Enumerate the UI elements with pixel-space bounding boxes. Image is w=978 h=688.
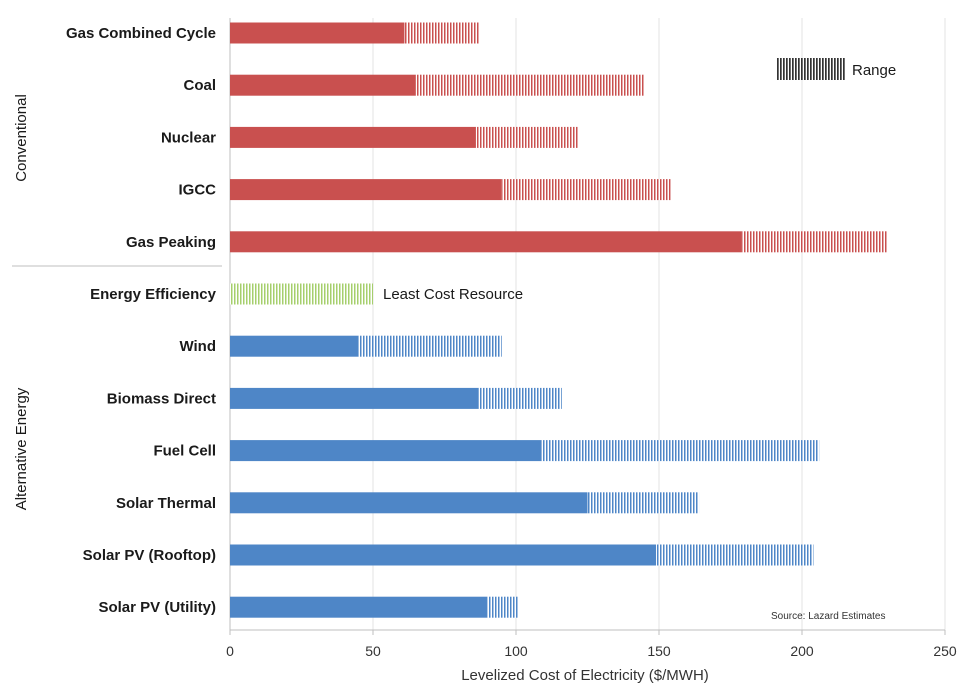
legend-swatch <box>777 58 846 80</box>
annotation-least-cost: Least Cost Resource <box>383 286 523 303</box>
bar-low-igcc <box>230 179 502 201</box>
bar-low-wind <box>230 335 359 357</box>
bar-low-gas-peaking <box>230 231 742 253</box>
category-label-igcc: IGCC <box>179 182 217 199</box>
category-label-coal: Coal <box>183 77 216 94</box>
bar-low-solar-pv-utility <box>230 596 488 618</box>
bar-low-solar-pv-rooftop <box>230 544 657 566</box>
category-label-fuel-cell: Fuel Cell <box>153 443 216 460</box>
category-label-gas-combined-cycle: Gas Combined Cycle <box>66 25 216 42</box>
category-label-solar-thermal: Solar Thermal <box>116 495 216 512</box>
bar-low-nuclear <box>230 126 476 148</box>
x-tick-label-0: 0 <box>226 643 234 659</box>
x-axis: 0 50 100 150 200 250 <box>226 629 957 659</box>
bar-low-solar-thermal <box>230 492 588 514</box>
category-label-biomass-direct: Biomass Direct <box>107 390 216 407</box>
group-label-alternative: Alternative Energy <box>13 387 30 510</box>
category-label-gas-peaking: Gas Peaking <box>126 234 216 251</box>
bar-low-coal <box>230 74 416 96</box>
category-label-nuclear: Nuclear <box>161 129 216 146</box>
category-label-solar-pv-utility: Solar PV (Utility) <box>98 599 216 616</box>
bar-range-energy-efficiency <box>230 283 373 305</box>
group-label-conventional: Conventional <box>13 94 30 182</box>
category-label-solar-pv-rooftop: Solar PV (Rooftop) <box>83 547 216 564</box>
x-tick-label-100: 100 <box>504 643 528 659</box>
bars-layer <box>230 22 888 618</box>
bar-low-gas-combined-cycle <box>230 22 405 44</box>
bar-range-gas-peaking <box>741 231 888 253</box>
bar-range-solar-thermal <box>587 492 700 514</box>
bar-range-coal <box>415 74 645 96</box>
bar-range-gas-combined-cycle <box>404 22 479 44</box>
x-tick-label-250: 250 <box>933 643 957 659</box>
x-tick-label-50: 50 <box>365 643 381 659</box>
bar-range-solar-pv-rooftop <box>656 544 814 566</box>
bar-low-fuel-cell <box>230 440 542 462</box>
bar-range-fuel-cell <box>541 440 820 462</box>
bar-range-biomass-direct <box>478 387 562 409</box>
category-label-energy-efficiency: Energy Efficiency <box>90 286 217 303</box>
grid-lines <box>229 18 946 630</box>
x-tick-label-200: 200 <box>790 643 814 659</box>
x-tick-label-150: 150 <box>647 643 671 659</box>
bar-range-solar-pv-utility <box>487 596 519 618</box>
bar-range-wind <box>358 335 502 357</box>
x-axis-title: Levelized Cost of Electricity ($/MWH) <box>461 667 709 684</box>
bar-range-nuclear <box>475 126 579 148</box>
category-labels: Gas Combined Cycle Coal Nuclear IGCC Gas Pea… <box>66 25 217 616</box>
legend-label: Range <box>852 62 896 79</box>
bar-low-biomass-direct <box>230 387 479 409</box>
bar-range-igcc <box>501 179 671 201</box>
legend: Range <box>777 58 896 80</box>
category-label-wind: Wind <box>179 338 216 355</box>
source-note: Source: Lazard Estimates <box>771 611 886 622</box>
